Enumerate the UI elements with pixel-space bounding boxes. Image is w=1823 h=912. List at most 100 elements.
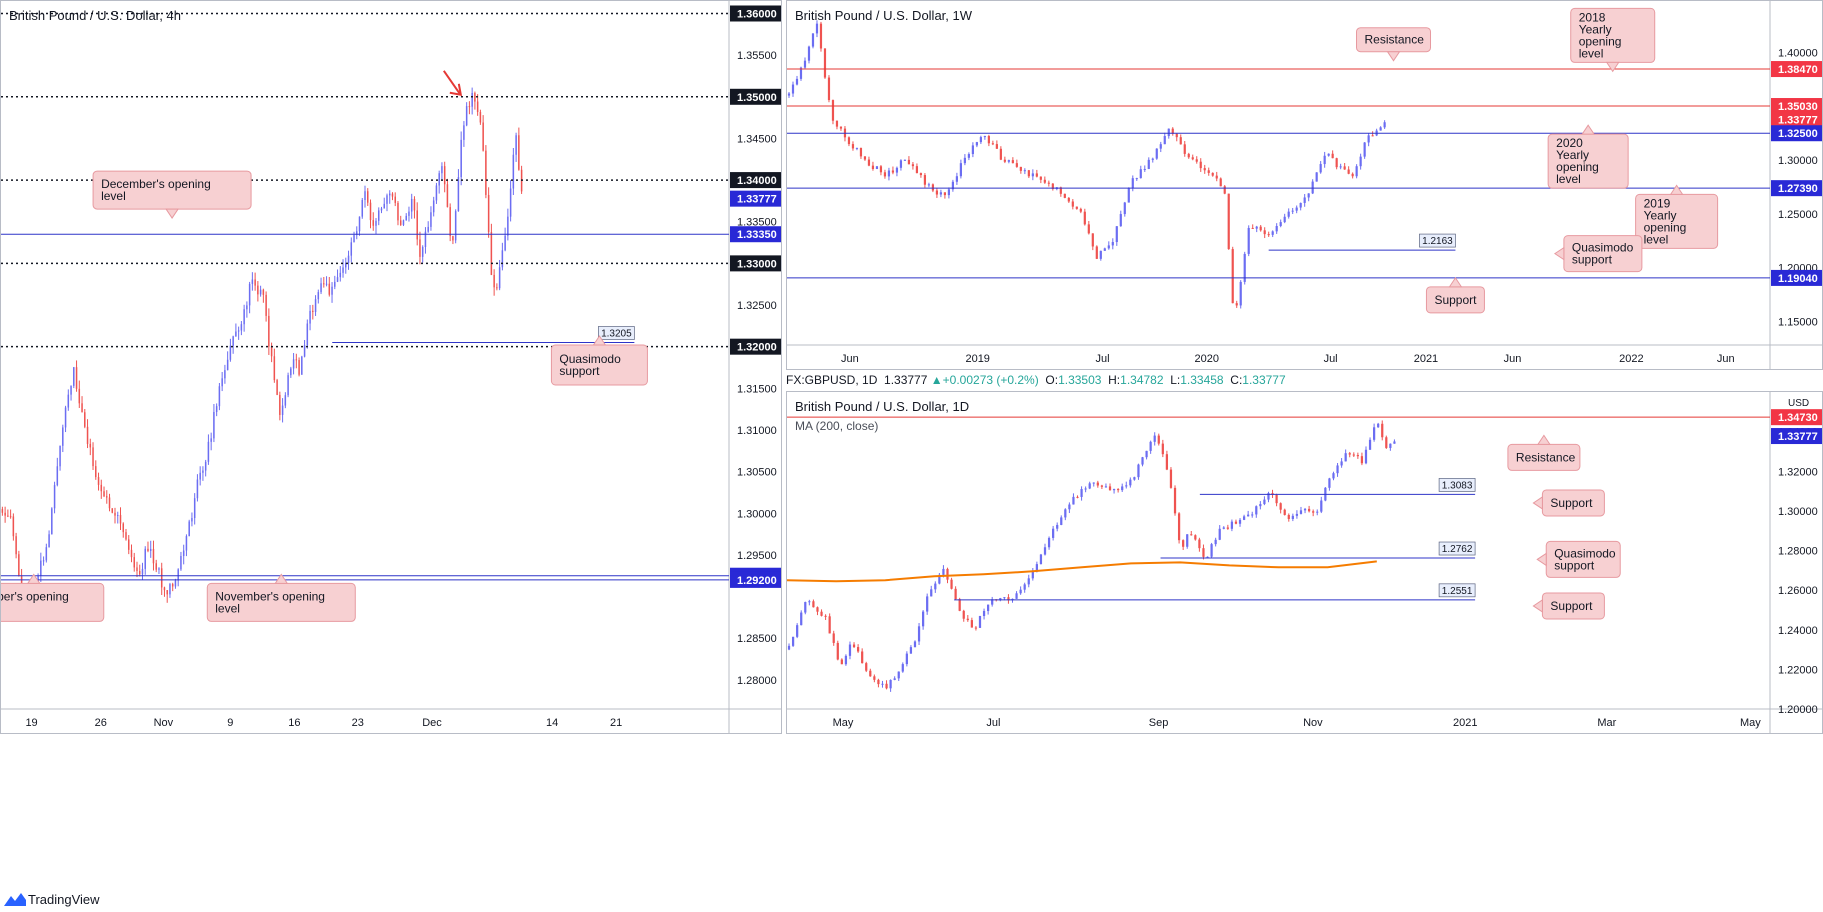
candle-body [158, 568, 160, 570]
candle-body [92, 447, 94, 467]
candle-body [1007, 160, 1010, 162]
candle-body [1107, 245, 1110, 249]
chart-4h-panel[interactable]: 1.35500 1.34500 1.33500 1.32500 1.31500 1.310… [0, 0, 782, 734]
candle-body [84, 412, 86, 427]
candle-body [405, 215, 407, 221]
price-tick-label: 1.29500 [737, 550, 777, 562]
candle-body [504, 235, 506, 251]
chart-1w-panel[interactable]: 1.400001.350001.300001.250001.200001.150… [786, 0, 1823, 370]
candle-body [1223, 186, 1226, 194]
candle-body [1056, 524, 1059, 529]
candle-body [1259, 504, 1262, 507]
time-tick-label: 2021 [1414, 353, 1438, 365]
candle-body [95, 466, 97, 478]
candle-body [1169, 469, 1173, 488]
callout[interactable]: December's opening level [92, 170, 252, 219]
candle-body [1095, 246, 1098, 259]
segment-price-box [598, 326, 635, 340]
candle-body [942, 568, 945, 575]
candle-body [391, 193, 394, 197]
callout[interactable]: Resistance [1356, 27, 1432, 62]
callout[interactable]: Support [1532, 489, 1605, 517]
candle-body [1291, 515, 1294, 519]
candle-body [1287, 211, 1290, 217]
candle-body [1155, 148, 1158, 159]
time-tick-label: Jun [1504, 353, 1522, 365]
price-tick-label: 1.28000 [737, 675, 777, 687]
candle-body [921, 611, 925, 627]
candle-body [336, 277, 339, 282]
callout[interactable]: Quasimodo support [1553, 235, 1643, 273]
candle-body [40, 560, 42, 576]
candle-body [141, 568, 144, 575]
chart-4h-canvas[interactable]: 1.35500 1.34500 1.33500 1.32500 1.31500 1.310… [1, 1, 782, 734]
tradingview-brand[interactable]: TradingView [28, 892, 100, 907]
candle-body [292, 359, 295, 369]
chart-1d-panel[interactable]: 1.340001.320001.300001.280001.260001.240… [786, 391, 1823, 734]
candle-body [100, 484, 103, 492]
candle-body [1137, 464, 1140, 478]
time-tick-label: Jul [1096, 353, 1110, 365]
candle-body [1251, 227, 1254, 229]
candle-body [402, 220, 405, 225]
candle-body [1287, 514, 1290, 519]
candle-body [496, 287, 498, 289]
callout[interactable]: 2020 Yearly opening level [1547, 124, 1629, 189]
candle-body [237, 330, 240, 332]
candle-body [397, 202, 399, 221]
candle-body [967, 154, 970, 158]
candle-body [474, 92, 476, 102]
price-tag [1771, 428, 1822, 445]
candle-body [787, 645, 791, 650]
candle-body [1299, 202, 1302, 208]
last-price: 1.33777 [884, 373, 928, 387]
candle-body [125, 532, 127, 540]
candle-body [119, 514, 122, 524]
callout[interactable]: Support [1532, 592, 1605, 620]
candle-body [487, 194, 490, 233]
candle-body [1151, 158, 1154, 160]
candle-body [1003, 597, 1006, 599]
callout[interactable]: Resistance [1507, 434, 1581, 471]
candle-body [320, 283, 322, 293]
candle-body [999, 598, 1002, 601]
candle-body [485, 150, 487, 195]
price-tag [730, 255, 781, 272]
candle-body [9, 516, 12, 518]
callout-pointer [592, 335, 607, 346]
candle-body [218, 386, 221, 407]
candle-body [342, 267, 344, 273]
chart-1d-canvas[interactable]: 1.340001.320001.300001.280001.260001.240… [787, 392, 1823, 734]
candle-body [193, 498, 196, 519]
chart-1w-canvas[interactable]: 1.400001.350001.300001.250001.200001.150… [787, 1, 1823, 370]
candle-body [1087, 224, 1090, 234]
candle-body [408, 211, 410, 216]
candle-body [1108, 486, 1112, 491]
candle-body [1111, 242, 1114, 246]
callout[interactable]: Quasimodo support [1536, 540, 1621, 578]
callout[interactable]: Quasimodo support [550, 335, 648, 386]
candle-body [1051, 183, 1054, 190]
callout[interactable]: November's opening level [206, 573, 356, 622]
candle-body [298, 360, 300, 375]
callout-pointer [1581, 124, 1596, 135]
candle-body [796, 625, 799, 637]
chart-1w-title: British Pound / U.S. Dollar, 1W [795, 8, 973, 23]
candle-body [78, 388, 81, 404]
callout[interactable]: Support [1425, 276, 1485, 314]
candle-body [1015, 593, 1018, 599]
candle-body [1255, 226, 1258, 229]
candle-body [946, 568, 949, 580]
candle-body [1377, 423, 1380, 428]
candle-body [1343, 166, 1346, 170]
candle-body [51, 508, 53, 535]
callout[interactable]: 2018 Yearly opening level [1570, 7, 1656, 73]
candle-body [1283, 216, 1286, 223]
callout[interactable]: 2019 Yearly opening level [1635, 184, 1719, 249]
up-triangle-icon: ▲ [930, 373, 943, 387]
currency-label: USD [1788, 398, 1809, 409]
time-tick-label: 9 [227, 717, 233, 729]
candle-body [1202, 548, 1205, 557]
candle-body [1112, 489, 1116, 491]
